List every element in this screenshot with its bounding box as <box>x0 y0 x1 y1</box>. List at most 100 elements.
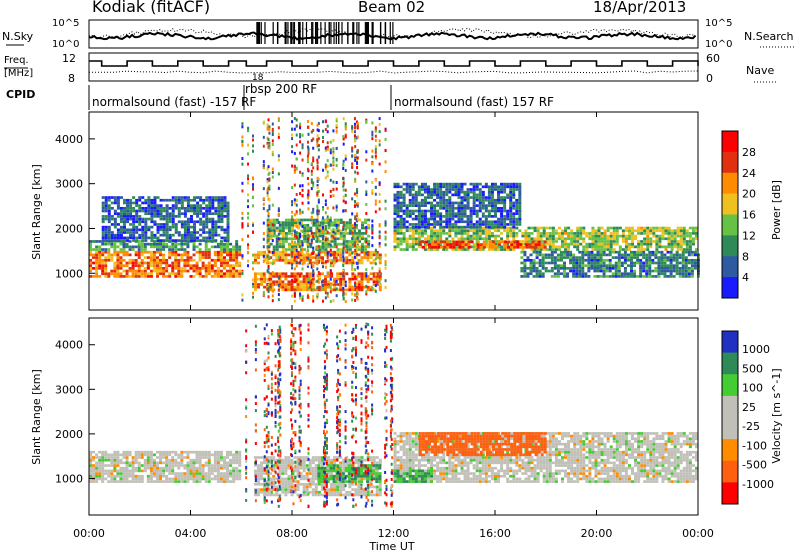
power-cell <box>131 261 135 265</box>
power-noise-cell <box>371 130 374 134</box>
power-cell <box>177 231 181 234</box>
power-cell <box>433 206 437 210</box>
power-cell <box>208 239 212 242</box>
power-noise-cell <box>332 259 335 263</box>
power-noise-cell <box>301 133 304 137</box>
power-cell <box>518 217 522 221</box>
power-cell <box>235 264 239 267</box>
power-cell <box>436 234 440 238</box>
power-cell <box>354 226 358 230</box>
power-cell <box>503 206 507 210</box>
colorbar-swatch <box>722 151 738 174</box>
power-cell <box>159 215 163 218</box>
power-noise-cell <box>351 124 354 128</box>
power-cell <box>463 248 467 251</box>
power-cell <box>426 248 430 251</box>
power-cell <box>198 269 202 273</box>
power-cell <box>408 229 412 233</box>
power-cell <box>226 217 230 221</box>
power-cell <box>682 242 686 246</box>
velocity-cell <box>101 474 105 478</box>
power-cell <box>287 261 291 265</box>
power-cell <box>475 204 479 207</box>
power-cell <box>207 272 211 276</box>
power-cell <box>306 223 310 227</box>
power-noise-cell <box>335 147 338 151</box>
power-cell <box>339 256 343 259</box>
power-noise-cell <box>307 207 310 211</box>
power-cell <box>357 232 361 235</box>
power-cell <box>189 215 193 218</box>
power-cell <box>454 229 458 233</box>
power-cell <box>472 232 476 235</box>
power-noise-cell <box>356 121 359 125</box>
power-cell <box>430 232 434 235</box>
power-noise-cell <box>374 138 377 142</box>
power-noise-cell <box>374 126 377 130</box>
power-cell <box>141 201 145 205</box>
power-cell <box>210 258 214 262</box>
power-cell <box>211 206 215 210</box>
power-cell <box>253 288 257 292</box>
power-cell <box>174 261 178 265</box>
power-noise-cell <box>371 236 374 240</box>
power-cell <box>281 258 285 262</box>
power-cell <box>357 285 361 289</box>
power-noise-cell <box>324 265 327 269</box>
power-cell <box>321 218 325 222</box>
power-cell <box>542 226 546 230</box>
velocity-cell <box>128 474 132 478</box>
power-cell <box>448 196 452 199</box>
power-cell <box>189 209 193 213</box>
power-cell <box>174 245 178 249</box>
power-cell <box>146 264 150 267</box>
power-cell <box>153 212 157 216</box>
velocity-cell <box>177 480 181 483</box>
power-cell <box>146 250 150 254</box>
power-noise-cell <box>307 182 310 186</box>
power-cell <box>213 250 217 254</box>
power-noise-cell <box>324 224 327 228</box>
power-cell <box>402 248 406 251</box>
power-cell <box>183 248 187 251</box>
power-cell <box>411 198 415 202</box>
power-cell <box>189 206 193 210</box>
power-noise-cell <box>247 222 250 226</box>
power-noise-cell <box>324 165 327 169</box>
power-cell <box>369 285 373 289</box>
velocity-cell <box>146 453 150 457</box>
power-noise-cell <box>326 130 329 134</box>
power-cell <box>541 266 545 270</box>
power-cell <box>550 266 554 270</box>
power-cell <box>256 272 260 276</box>
power-noise-cell <box>384 207 387 211</box>
power-cell <box>439 242 443 246</box>
power-cell <box>299 272 303 276</box>
power-noise-cell <box>356 244 359 248</box>
power-noise-cell <box>342 220 345 224</box>
power-cell <box>572 269 576 273</box>
velocity-cell <box>116 469 120 473</box>
power-cell <box>478 193 482 197</box>
power-cell <box>217 196 221 199</box>
power-cell <box>147 209 151 213</box>
power-cell <box>180 198 184 202</box>
power-cell <box>643 229 647 233</box>
power-noise-cell <box>344 122 347 126</box>
power-noise-cell <box>344 292 347 296</box>
power-cell <box>162 269 166 273</box>
power-cell <box>451 182 455 186</box>
power-cell <box>193 204 197 207</box>
power-noise-cell <box>317 212 320 216</box>
power-cell <box>646 226 650 230</box>
velocity-cell <box>92 472 96 475</box>
power-cell <box>542 234 546 238</box>
power-cell <box>463 225 467 229</box>
power-cell <box>509 185 513 189</box>
power-cell <box>484 198 488 202</box>
power-cell <box>321 232 325 235</box>
power-cell <box>648 275 652 278</box>
power-cell <box>171 217 175 221</box>
power-cell <box>564 245 568 249</box>
power-cell <box>348 261 352 265</box>
